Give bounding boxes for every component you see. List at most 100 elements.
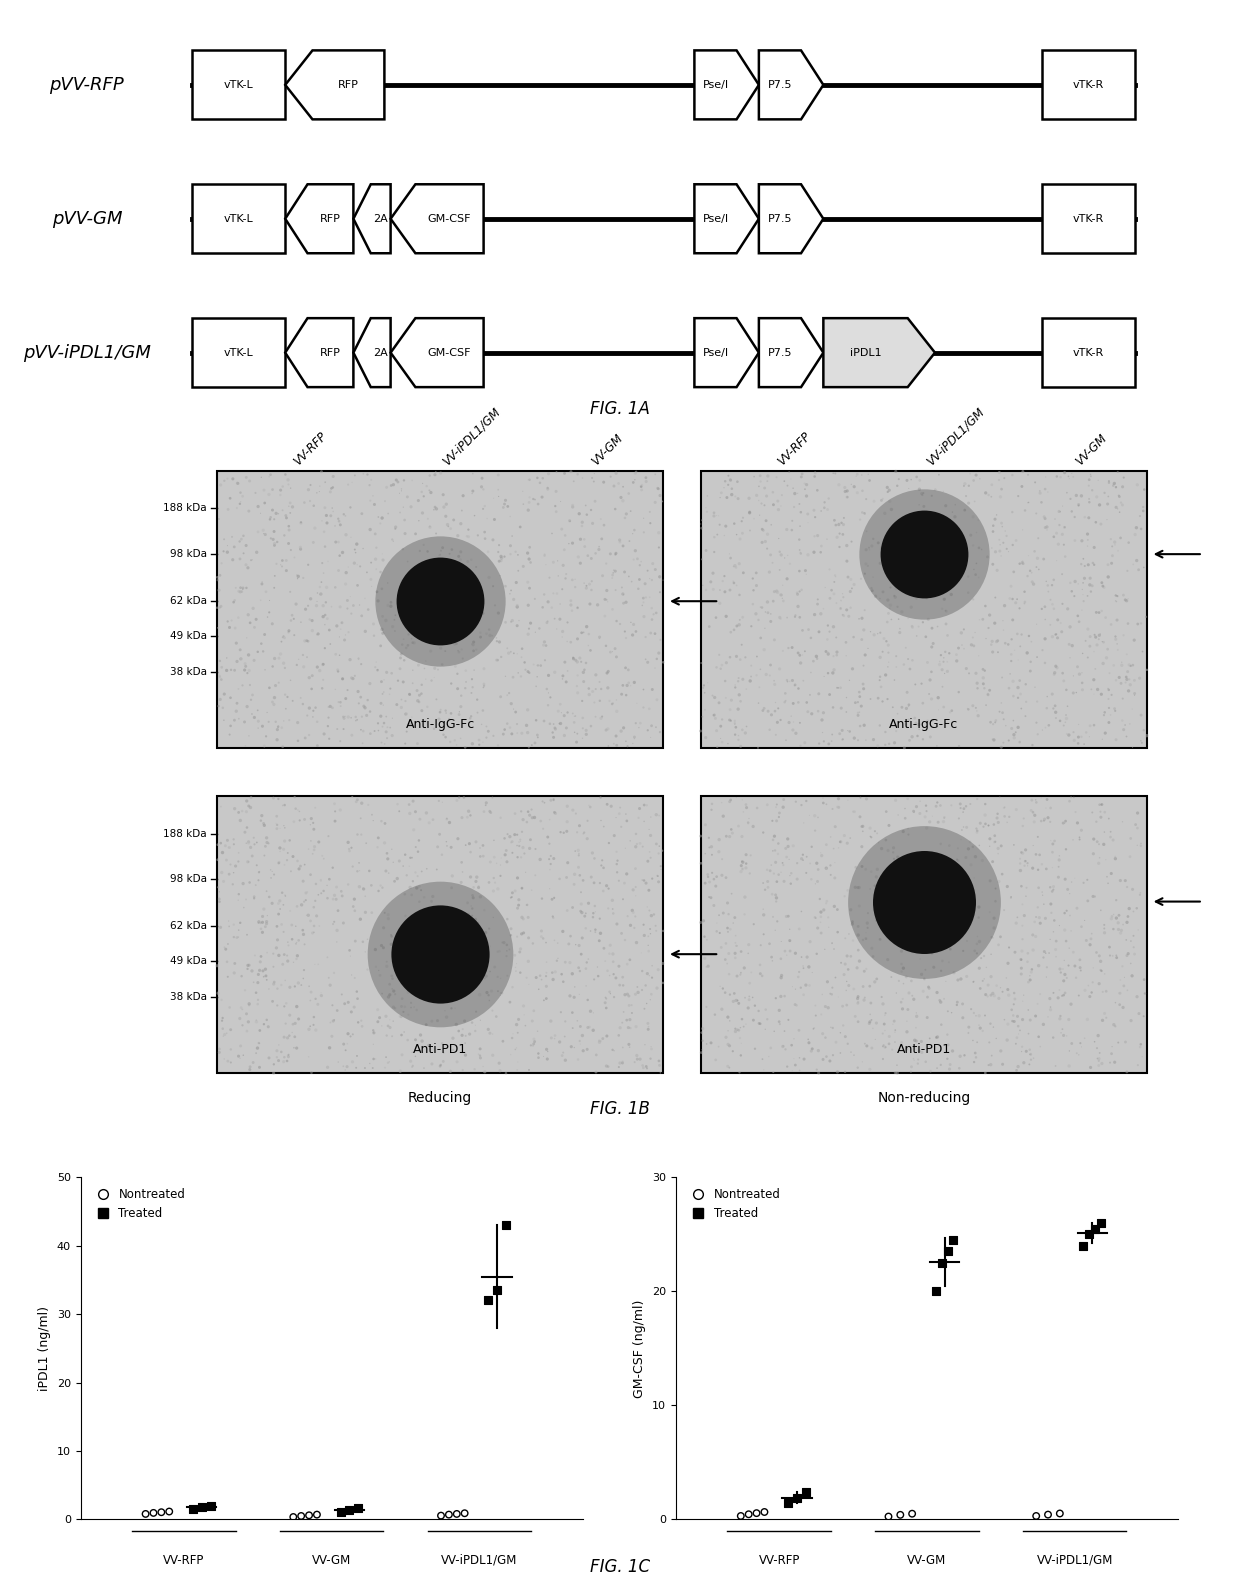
Point: [1034, 939, 1054, 964]
Point: [1006, 719, 1025, 745]
Point: [275, 883, 295, 908]
Point: [394, 648, 414, 673]
Point: [309, 620, 329, 646]
Point: [350, 554, 370, 579]
Point: [825, 850, 844, 875]
Point: [1091, 511, 1111, 536]
Point: [1116, 1029, 1136, 1055]
Point: [300, 473, 320, 498]
Point: [691, 910, 711, 936]
Point: [320, 632, 340, 657]
Point: [515, 1002, 534, 1028]
Point: [1106, 727, 1126, 753]
Point: [1099, 710, 1118, 735]
Point: [414, 484, 434, 509]
Point: [491, 983, 511, 1009]
Point: [947, 846, 967, 872]
Point: [1091, 897, 1111, 923]
Point: [356, 939, 376, 964]
Point: [835, 883, 854, 908]
Point: [234, 894, 254, 920]
Point: [837, 484, 857, 509]
Point: [569, 842, 589, 867]
Point: [732, 1031, 751, 1056]
Point: [704, 539, 724, 565]
Point: [224, 708, 244, 733]
Point: [982, 924, 1002, 950]
Point: [441, 536, 461, 562]
Point: [409, 827, 429, 853]
Point: [590, 670, 610, 695]
Point: [610, 796, 630, 821]
Point: [1035, 714, 1055, 740]
Point: [734, 955, 754, 980]
Point: [210, 1039, 229, 1064]
Point: [277, 848, 296, 873]
Point: [890, 924, 910, 950]
Point: [789, 689, 808, 714]
Point: [838, 718, 858, 743]
Point: [976, 982, 996, 1007]
Point: [219, 994, 239, 1020]
Point: [947, 648, 967, 673]
Point: [299, 902, 319, 928]
Point: [983, 552, 1003, 578]
Point: [372, 982, 392, 1007]
Point: [691, 718, 711, 743]
Point: [211, 473, 231, 498]
Point: [1101, 1041, 1121, 1066]
Point: [986, 888, 1006, 913]
Point: [908, 724, 928, 749]
Point: [238, 555, 258, 581]
Point: [347, 978, 367, 1004]
Point: [1117, 977, 1137, 1002]
Point: [704, 893, 724, 918]
Point: [279, 708, 299, 733]
Point: [920, 667, 940, 692]
Point: [1004, 1009, 1024, 1034]
Point: [1013, 926, 1033, 951]
Point: [954, 939, 973, 964]
Point: [605, 636, 625, 662]
Point: [1130, 881, 1149, 907]
Point: [1047, 943, 1066, 969]
Point: [1056, 480, 1076, 506]
Point: [264, 1052, 284, 1077]
Point: [396, 520, 415, 546]
Point: [926, 1025, 946, 1050]
Point: [775, 468, 795, 493]
Point: [781, 861, 801, 886]
Point: [858, 636, 878, 662]
Point: [653, 568, 673, 593]
Point: [966, 1002, 986, 1028]
Point: [1022, 956, 1042, 982]
Point: [217, 466, 237, 492]
Point: [856, 920, 875, 945]
Point: [237, 799, 257, 824]
Point: [838, 788, 858, 813]
Point: [386, 603, 405, 628]
Point: [615, 835, 635, 861]
Point: [711, 578, 730, 603]
Point: [848, 1009, 868, 1034]
Point: [693, 1028, 713, 1053]
Point: [412, 681, 432, 706]
Point: [940, 700, 960, 725]
Point: [270, 552, 290, 578]
Point: [466, 864, 486, 889]
Point: [993, 700, 1013, 725]
Point: [557, 819, 577, 845]
Point: [449, 640, 469, 665]
Point: [219, 913, 239, 939]
Point: [419, 810, 439, 835]
Point: [466, 554, 486, 579]
Point: [966, 695, 986, 721]
Point: [1056, 1023, 1076, 1048]
Point: [727, 644, 746, 670]
Point: [227, 649, 247, 675]
Point: [827, 643, 847, 668]
Point: [502, 1025, 522, 1050]
Point: [930, 988, 950, 1013]
Point: [990, 527, 1009, 552]
Point: [825, 866, 844, 891]
